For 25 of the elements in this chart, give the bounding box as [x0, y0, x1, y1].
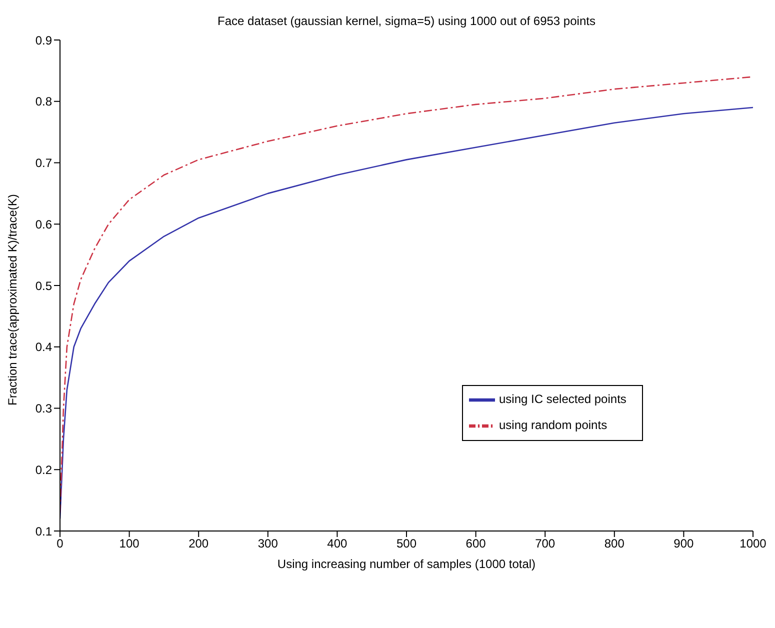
y-tick-label: 0.3: [35, 402, 52, 416]
x-tick-label: 1000: [740, 536, 767, 551]
x-tick-label: 300: [258, 536, 278, 551]
x-tick-label: 900: [674, 536, 694, 551]
y-tick-label: 0.4: [35, 340, 52, 354]
y-tick-label: 0.2: [35, 462, 52, 477]
x-axis-title: Using increasing number of samples (1000 total): [277, 557, 536, 571]
y-tick-label: 0.9: [35, 33, 52, 48]
x-tick-label: 600: [466, 536, 486, 551]
y-tick-label: 0.7: [35, 156, 52, 170]
x-tick-label: 100: [119, 536, 140, 551]
y-tick-label: 0.5: [35, 278, 52, 293]
x-tick-label: 700: [535, 536, 556, 551]
y-tick-label: 0.1: [35, 524, 52, 538]
x-tick-label: 200: [188, 536, 209, 551]
y-axis-title: Fraction trace(approximated K)/trace(K): [5, 194, 20, 406]
y-tick-label: 0.8: [35, 94, 52, 109]
x-tick-label: 500: [396, 536, 417, 551]
legend-label: using random points: [499, 418, 608, 432]
legend-label: using IC selected points: [499, 392, 626, 406]
chart-title: Face dataset (gaussian kernel, sigma=5) using 1000 out of 6953 points: [216, 14, 596, 28]
y-tick-label: 0.6: [35, 217, 52, 232]
x-tick-label: 400: [327, 536, 348, 551]
x-tick-label: 0: [56, 536, 64, 551]
x-tick-label: 800: [604, 536, 625, 551]
